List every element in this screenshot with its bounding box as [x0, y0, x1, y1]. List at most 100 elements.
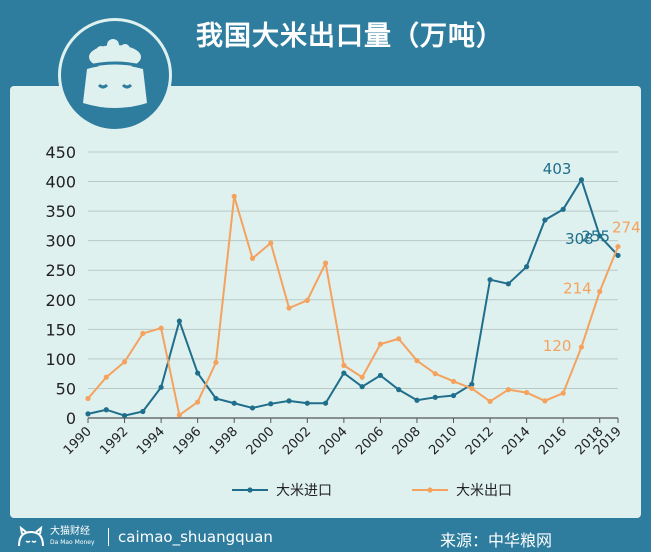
y-tick-label: 300 [45, 232, 76, 251]
data-point [359, 384, 365, 390]
x-tick-label: 2008 [390, 424, 424, 458]
data-point [195, 399, 201, 405]
data-point [231, 193, 237, 199]
data-point [85, 395, 91, 402]
data-point [176, 412, 182, 418]
y-tick-label: 400 [45, 173, 76, 192]
y-tick-label: 200 [45, 291, 76, 310]
x-axis: 1990 1992 1994 1996 1998 2000 2002 2004 2006 2008… [61, 418, 625, 458]
brand-name: 大猫财经 Da Mao Money [50, 526, 95, 548]
footer: 大猫财经 Da Mao Money caimao_shuangquan 来源：中… [0, 522, 651, 552]
data-point [341, 370, 347, 376]
x-tick-label: 1998 [207, 424, 241, 458]
x-tick-label: 2014 [499, 424, 533, 458]
data-point [450, 392, 457, 399]
data-point [268, 240, 274, 246]
data-point [615, 252, 621, 259]
data-point [121, 413, 128, 419]
data-point [304, 297, 310, 303]
social-handle: caimao_shuangquan [118, 528, 273, 546]
footer-divider [108, 528, 109, 546]
data-point [103, 407, 109, 413]
series-line-0 [87, 177, 619, 417]
data-point [304, 400, 310, 406]
brand-subtitle: Da Mao Money [50, 539, 95, 546]
data-point [140, 408, 146, 415]
data-point [213, 359, 219, 366]
x-tick-label: 2016 [536, 424, 570, 458]
data-point [597, 233, 603, 239]
x-tick-label: 1990 [61, 424, 95, 458]
y-axis: 0 50 100 150 200 250 300 350 400 450 [45, 143, 76, 428]
data-point [396, 336, 402, 342]
y-tick-label: 0 [66, 409, 76, 428]
data-point [487, 277, 493, 283]
data-label: 255 [581, 227, 610, 245]
data-point [195, 370, 201, 376]
data-point [377, 372, 384, 379]
rice-bag-icon [58, 18, 172, 132]
data-point [286, 398, 292, 404]
data-point [487, 398, 493, 405]
data-point [450, 378, 457, 384]
data-point [396, 387, 402, 393]
data-point [158, 384, 164, 390]
series [85, 177, 621, 419]
x-tick-label: 1994 [134, 424, 168, 458]
chart-panel [10, 86, 641, 518]
x-tick-label: 2012 [463, 424, 497, 458]
data-point [524, 264, 530, 270]
data-point [505, 281, 511, 287]
data-point [615, 243, 621, 250]
data-point [213, 395, 219, 402]
data-point [469, 385, 475, 392]
y-tick-label: 100 [45, 350, 76, 369]
data-point [414, 397, 420, 403]
data-point [377, 341, 384, 347]
x-tick-label: 2002 [280, 424, 314, 458]
x-tick-label: 2004 [317, 424, 351, 458]
data-point [140, 330, 146, 337]
data-label: 120 [543, 337, 572, 355]
data-point [597, 288, 603, 295]
data-point [560, 390, 566, 396]
title-bar: 我国大米出口量（万吨） [0, 0, 651, 70]
data-point [469, 381, 475, 387]
data-point [158, 325, 164, 331]
data-point [322, 400, 329, 406]
legend-marker-0 [247, 487, 253, 493]
data-point [121, 359, 128, 365]
series-line-1 [87, 196, 619, 417]
data-point [578, 344, 585, 350]
x-tick-label: 1996 [170, 424, 204, 458]
cat-logo-icon [18, 526, 44, 547]
y-tick-label: 450 [45, 143, 76, 162]
brand-name-text: 大猫财经 [50, 526, 90, 537]
data-point [268, 401, 274, 407]
data-point [103, 374, 109, 380]
data-point [578, 177, 585, 183]
data-source: 来源：中华粮网 [440, 531, 553, 550]
x-tick-label: 2000 [244, 424, 278, 458]
data-point [414, 358, 420, 364]
data-label: 308 [565, 230, 594, 248]
data-label: 214 [563, 280, 592, 298]
data-point [432, 394, 438, 400]
x-tick-label: 1992 [97, 424, 131, 458]
data-point [542, 217, 548, 223]
data-label: 403 [543, 160, 572, 178]
legend-label-0: 大米进口 [276, 483, 332, 499]
data-point [432, 371, 438, 377]
data-point [85, 411, 91, 417]
grid [88, 151, 618, 419]
y-tick-label: 350 [45, 202, 76, 221]
data-point [505, 387, 511, 393]
data-point [542, 398, 548, 404]
legend-marker-1 [427, 487, 433, 493]
x-tick-label: 2006 [353, 424, 387, 458]
chart-title: 我国大米出口量（万吨） [196, 21, 504, 52]
data-label: 274 [612, 219, 641, 237]
data-point [322, 260, 329, 266]
